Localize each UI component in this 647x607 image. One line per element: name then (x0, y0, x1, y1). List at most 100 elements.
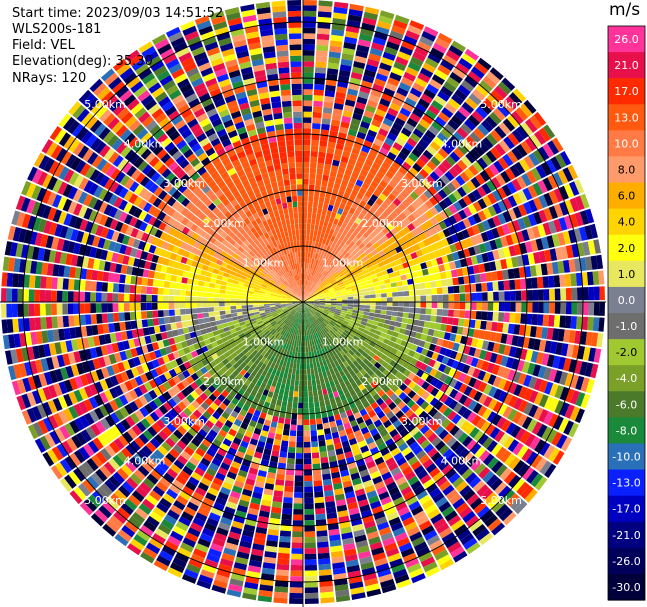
velocity-gate (411, 228, 419, 237)
velocity-gate (457, 220, 467, 231)
velocity-gate (392, 302, 399, 307)
velocity-gate (508, 474, 521, 488)
velocity-gate (429, 216, 439, 226)
velocity-gate (403, 307, 410, 313)
velocity-gate (294, 351, 298, 358)
velocity-gate (370, 260, 378, 266)
velocity-gate (45, 316, 53, 329)
velocity-gate (500, 170, 511, 184)
velocity-gate (484, 330, 492, 341)
velocity-gate (287, 401, 293, 408)
velocity-gate (333, 325, 340, 330)
velocity-gate (282, 434, 289, 442)
velocity-gate (353, 61, 366, 69)
velocity-gate (348, 332, 355, 338)
velocity-gate (284, 485, 294, 493)
velocity-gate (479, 80, 493, 93)
velocity-gate (346, 309, 353, 313)
velocity-gate (557, 169, 569, 185)
velocity-gate (497, 157, 509, 170)
velocity-gate (485, 272, 493, 282)
velocity-gate (307, 380, 312, 386)
velocity-gate (390, 261, 397, 268)
velocity-gate (379, 147, 389, 156)
velocity-gate (532, 289, 539, 301)
velocity-gate (325, 152, 334, 160)
velocity-gate (342, 279, 349, 284)
velocity-gate (554, 400, 565, 415)
velocity-gate (303, 296, 305, 302)
velocity-gate (384, 263, 392, 270)
velocity-gate (330, 306, 337, 309)
velocity-gate (413, 352, 421, 360)
velocity-gate (481, 252, 489, 263)
velocity-gate (535, 326, 543, 339)
velocity-gate (347, 294, 354, 297)
velocity-gate (303, 134, 311, 140)
velocity-gate (313, 306, 319, 309)
velocity-gate (548, 447, 560, 463)
velocity-gate (303, 44, 315, 51)
velocity-gate (353, 209, 361, 218)
velocity-gate (523, 402, 534, 415)
velocity-gate (329, 170, 337, 178)
velocity-gate (370, 298, 376, 302)
velocity-gate (415, 123, 427, 134)
velocity-gate (344, 315, 351, 320)
velocity-gate (558, 185, 569, 200)
velocity-gate (325, 317, 332, 322)
velocity-gate (498, 433, 510, 446)
velocity-gate (459, 302, 466, 310)
velocity-gate (325, 304, 331, 307)
velocity-gate (272, 444, 281, 452)
velocity-gate (277, 422, 284, 430)
velocity-gate (486, 311, 494, 321)
velocity-gate (323, 220, 329, 228)
velocity-gate (359, 252, 367, 259)
velocity-gate (310, 145, 319, 152)
velocity-gate (410, 403, 420, 413)
velocity-gate (51, 316, 58, 329)
velocity-gate (348, 8, 363, 17)
velocity-gate (418, 255, 426, 264)
velocity-gate (517, 413, 528, 427)
velocity-gate (408, 307, 415, 313)
velocity-gate (533, 111, 547, 126)
velocity-gate (312, 308, 318, 312)
velocity-gate (424, 404, 434, 414)
velocity-gate (473, 391, 483, 402)
velocity-gate (528, 152, 540, 167)
velocity-gate (542, 314, 550, 327)
velocity-gate (381, 306, 387, 311)
velocity-gate (304, 300, 309, 302)
velocity-gate (324, 306, 331, 310)
velocity-gate (440, 174, 451, 185)
velocity-gate (485, 424, 496, 436)
velocity-gate (535, 238, 544, 251)
velocity-gate (185, 290, 192, 297)
velocity-gate (384, 156, 394, 166)
velocity-gate (308, 351, 312, 358)
velocity-gate (387, 77, 400, 87)
velocity-gate (423, 253, 431, 262)
velocity-gate (451, 178, 461, 190)
velocity-gate (405, 355, 413, 363)
velocity-gate (537, 365, 547, 379)
velocity-gate (318, 5, 333, 13)
velocity-gate (461, 183, 472, 195)
velocity-gate (417, 183, 428, 193)
velocity-gate (328, 312, 335, 316)
velocity-gate (314, 286, 320, 291)
velocity-gate (12, 318, 19, 333)
velocity-gate (318, 151, 326, 159)
velocity-gate (402, 334, 410, 342)
velocity-gate (346, 311, 353, 315)
velocity-gate (307, 218, 312, 224)
velocity-gate (17, 303, 24, 317)
velocity-gate (441, 107, 454, 119)
velocity-gate (390, 376, 399, 384)
velocity-gate (304, 559, 317, 566)
velocity-gate (568, 259, 576, 273)
velocity-gate (442, 185, 452, 196)
velocity-gate (304, 598, 319, 604)
